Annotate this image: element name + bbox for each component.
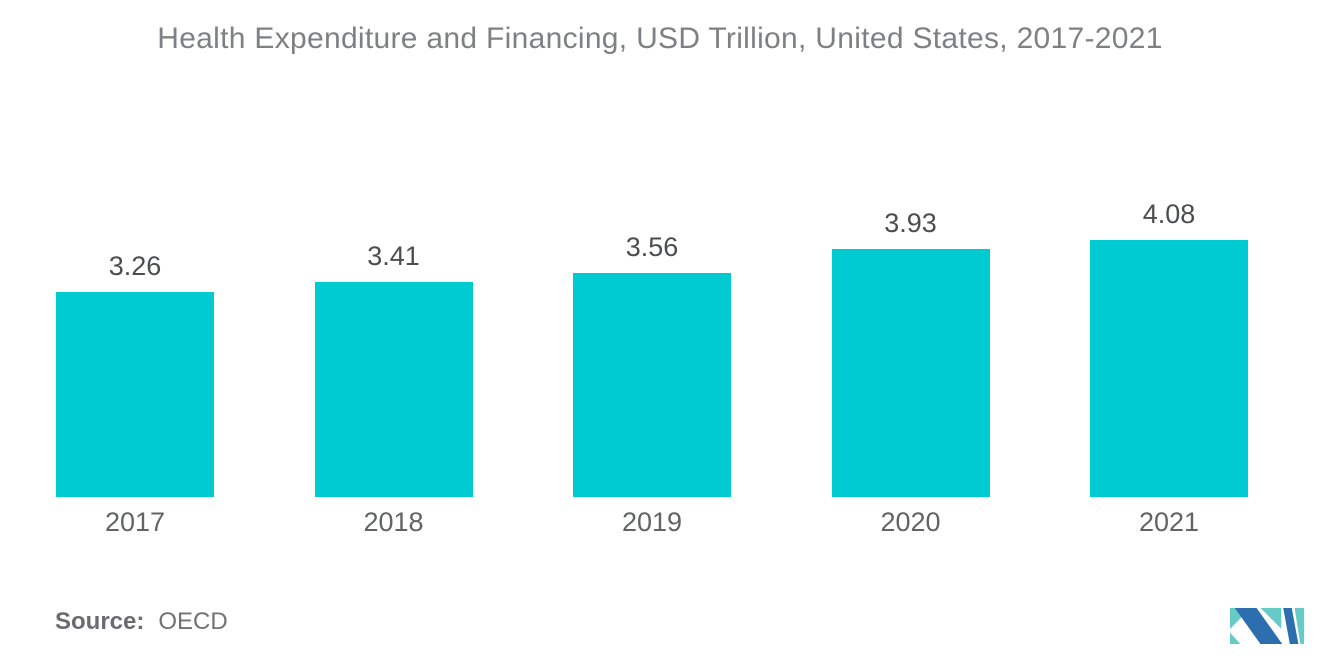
logo-teal-triangle-top-left (1230, 607, 1251, 629)
bar-value-label: 3.26 (108, 251, 162, 281)
logo-blue-band-left (1234, 607, 1283, 645)
bar-value-label: 3.41 (367, 241, 420, 271)
x-axis-label: 2017 (104, 507, 166, 537)
x-axis-label: 2020 (880, 507, 941, 537)
source-value: OECD (158, 608, 228, 635)
bar-column: 3.56 (573, 232, 731, 497)
logo-blue-band-right (1283, 607, 1299, 645)
page-title: Health Expenditure and Financing, USD Tr… (157, 22, 1163, 55)
bar (56, 292, 214, 497)
logo-teal-triangle-middle (1260, 607, 1282, 629)
bar (1090, 240, 1248, 497)
bar (314, 282, 473, 497)
bar-column: 4.08 (1090, 199, 1248, 497)
source-row: Source: OECD (55, 608, 228, 636)
mordor-intelligence-logo (1230, 607, 1305, 645)
bar (573, 273, 731, 497)
x-axis: 2017 2018 2019 2020 2021 (0, 507, 1320, 538)
bar-column: 3.93 (831, 208, 990, 497)
bar-column: 3.26 (56, 251, 214, 497)
logo-teal-band-right (1294, 607, 1305, 645)
bar (831, 249, 990, 497)
x-axis-label: 2018 (363, 507, 424, 537)
bar-value-label: 3.56 (625, 232, 679, 262)
bar-column: 3.41 (314, 241, 473, 497)
logo-teal-triangle-bottom-left (1230, 632, 1241, 645)
x-axis-label: 2021 (1138, 507, 1200, 537)
x-axis-label: 2019 (621, 507, 683, 537)
source-label: Source: (55, 608, 145, 635)
bar-chart: 3.26 3.41 3.56 3.93 4.08 (0, 195, 1320, 497)
bar-value-label: 4.08 (1142, 199, 1196, 229)
bar-value-label: 3.93 (884, 208, 937, 238)
